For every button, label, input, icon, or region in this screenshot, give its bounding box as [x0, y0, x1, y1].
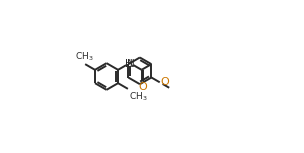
- Text: O: O: [138, 82, 147, 92]
- Text: H: H: [125, 59, 132, 69]
- Text: O: O: [160, 77, 169, 87]
- Text: CH$_3$: CH$_3$: [129, 90, 148, 103]
- Text: N: N: [127, 59, 135, 69]
- Text: CH$_3$: CH$_3$: [75, 50, 94, 63]
